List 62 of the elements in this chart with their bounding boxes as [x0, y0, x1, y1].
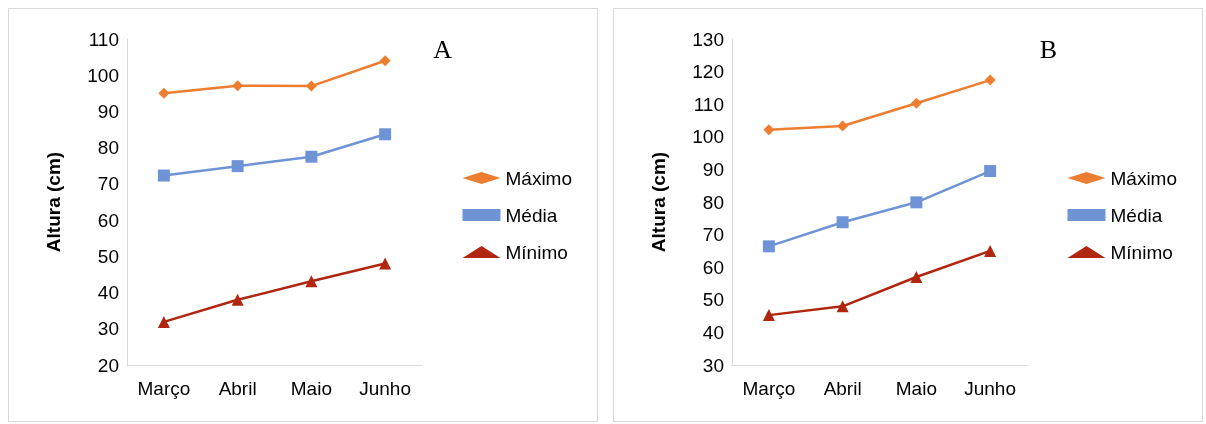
- y-tick-label: 80: [97, 137, 119, 159]
- legend-label: Máximo: [1110, 167, 1178, 189]
- point: [836, 216, 849, 229]
- x-tick-label: Maio: [290, 378, 332, 399]
- x-tick-label: Março: [742, 378, 796, 399]
- y-tick-label: 40: [702, 321, 724, 343]
- y-tick-label: 100: [692, 126, 724, 148]
- y-tick-label: 120: [692, 61, 724, 83]
- point: [984, 74, 996, 86]
- point: [910, 196, 923, 209]
- legend-label: Mínimo: [1110, 241, 1173, 263]
- point: [910, 97, 922, 109]
- legend-label: Máximo: [505, 167, 573, 189]
- y-tick-label: 60: [702, 256, 724, 278]
- y-tick-label: 100: [87, 64, 119, 86]
- point: [984, 165, 997, 178]
- y-axis-title: Altura (cm): [648, 151, 669, 253]
- chart-title: B: [1039, 34, 1057, 64]
- y-tick-label: 110: [693, 93, 724, 115]
- y-tick-label: 70: [97, 173, 119, 195]
- y-tick-label: 90: [702, 158, 724, 180]
- x-tick-label: Abril: [823, 378, 862, 399]
- point: [837, 120, 849, 132]
- point: [984, 244, 997, 257]
- point: [379, 128, 392, 141]
- y-axis-title: Altura (cm): [43, 151, 64, 253]
- point: [158, 87, 170, 99]
- point: [910, 270, 923, 283]
- x-tick-label: Junho: [359, 378, 412, 399]
- x-tick-label: Abril: [218, 378, 257, 399]
- x-tick-label: Março: [137, 378, 191, 399]
- y-tick-label: 70: [702, 224, 724, 246]
- point: [379, 257, 392, 270]
- y-tick-label: 110: [88, 28, 119, 50]
- y-tick-label: 90: [97, 100, 119, 122]
- legend-label: Média: [1110, 204, 1163, 226]
- y-tick-label: 40: [97, 282, 119, 304]
- y-tick-label: 20: [97, 354, 119, 376]
- point: [762, 240, 775, 253]
- x-tick-label: Maio: [895, 378, 937, 399]
- point: [232, 80, 244, 92]
- y-tick-label: 30: [97, 318, 119, 340]
- y-tick-label: 50: [702, 289, 724, 311]
- legend-label: Média: [505, 204, 558, 226]
- y-tick-label: 50: [97, 245, 119, 267]
- y-tick-label: 60: [97, 209, 119, 231]
- point: [305, 275, 318, 288]
- point: [157, 315, 170, 328]
- point: [157, 169, 170, 182]
- y-tick-label: 80: [702, 191, 724, 213]
- point: [763, 124, 775, 136]
- point: [231, 293, 244, 306]
- y-tick-label: 130: [692, 28, 724, 50]
- point: [762, 309, 775, 322]
- point: [836, 300, 849, 313]
- x-tick-label: Junho: [964, 378, 1017, 399]
- point: [305, 150, 318, 163]
- chart-title: A: [433, 34, 453, 64]
- y-tick-label: 30: [702, 354, 724, 376]
- legend-label: Mínimo: [505, 241, 568, 263]
- point: [379, 55, 391, 67]
- point: [231, 160, 244, 173]
